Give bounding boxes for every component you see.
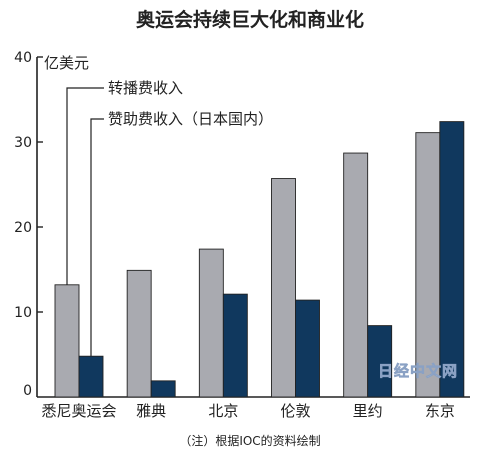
bar-sponsorship-2 [222,293,248,398]
bar-sponsorship-1 [150,380,176,398]
bar-sponsorship-0 [78,355,104,398]
y-tick-label: 40 [14,50,32,66]
bars [54,121,465,398]
watermark: 日经中文网 [378,362,458,380]
bar-sponsorship-5 [439,121,465,398]
axes [36,56,470,398]
bar-sponsorship-4 [367,325,393,398]
y-tick-label: 0 [23,383,32,399]
category-label: 伦敦 [280,402,310,420]
footnote: （注）根据IOC的资料绘制 [179,433,320,448]
y-axis-unit-label: 亿美元 [44,54,89,72]
bar-broadcast-2 [198,248,224,398]
bar-broadcast-4 [343,152,369,398]
y-tick-label: 20 [14,220,32,236]
chart-title: 奥运会持续巨大化和商业化 [136,8,364,31]
category-label: 北京 [208,402,238,420]
legend-label: 赞助费收入（日本国内） [108,110,273,128]
category-label: 里约 [353,402,383,420]
legend-leader-line [90,118,104,357]
category-label: 东京 [425,402,455,420]
y-tick-label: 10 [14,305,32,321]
category-labels: 悉尼奥运会 雅典 北京 伦敦 里约 东京 [41,402,454,420]
bar-broadcast-1 [126,269,152,398]
bar-broadcast-0 [54,284,80,398]
legend-leader-line [66,87,104,285]
category-label: 雅典 [136,402,166,420]
bar-broadcast-5 [415,132,441,398]
bar-broadcast-3 [271,178,296,398]
legend-label: 转播费收入 [108,79,183,97]
bar-sponsorship-3 [295,299,320,398]
y-tick-label: 30 [14,135,32,151]
category-label: 悉尼奥运会 [41,402,116,420]
y-ticks: 0 10 20 30 40 [14,50,32,399]
